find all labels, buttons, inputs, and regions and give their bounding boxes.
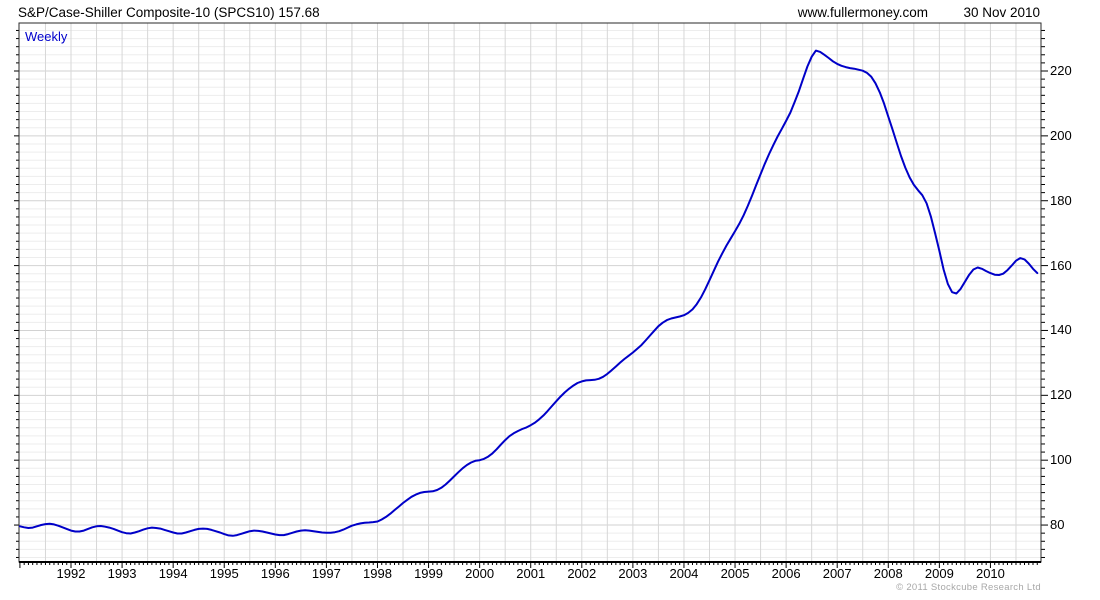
x-tick-label: 2001 <box>516 566 546 581</box>
x-tick-label: 2005 <box>720 566 750 581</box>
x-tick-label: 2006 <box>771 566 801 581</box>
x-tick-label: 2010 <box>975 566 1005 581</box>
y-tick-label: 160 <box>1050 257 1072 273</box>
x-tick-label: 1996 <box>260 566 290 581</box>
y-tick-label: 220 <box>1050 63 1072 78</box>
x-tick-label: 2008 <box>873 566 903 581</box>
x-tick-label: 2007 <box>822 566 852 581</box>
x-tick-label: 1997 <box>311 566 341 581</box>
copyright-text: © 2011 Stockcube Research Ltd <box>896 582 1041 593</box>
y-tick-label: 100 <box>1050 452 1072 468</box>
y-tick-label: 200 <box>1050 127 1072 143</box>
x-tick-label: 1995 <box>209 566 239 581</box>
frequency-label: Weekly <box>25 29 68 44</box>
price-line <box>19 49 1039 537</box>
chart-title: S&P/Case-Shiller Composite-10 (SPCS10) 1… <box>18 5 320 20</box>
x-tick-label: 1994 <box>158 566 188 581</box>
x-tick-label: 1993 <box>107 566 137 581</box>
y-tick-label: 120 <box>1050 387 1072 403</box>
y-tick-label: 80 <box>1050 517 1065 533</box>
x-tick-label: 2002 <box>567 566 597 581</box>
x-tick-label: 2009 <box>924 566 954 581</box>
date-text: 30 Nov 2010 <box>963 5 1040 20</box>
x-tick-label: 2003 <box>618 566 648 581</box>
x-tick-label: 1998 <box>363 566 392 581</box>
y-tick-label: 180 <box>1050 192 1072 208</box>
y-tick-label: 140 <box>1050 322 1072 338</box>
x-tick-label: 2000 <box>465 566 495 581</box>
x-tick-label: 1999 <box>414 566 443 581</box>
gridlines <box>19 23 1041 562</box>
x-tick-label: 2004 <box>669 566 699 581</box>
x-tick-label: 1992 <box>56 566 86 581</box>
website-text: www.fullermoney.com <box>797 5 928 20</box>
